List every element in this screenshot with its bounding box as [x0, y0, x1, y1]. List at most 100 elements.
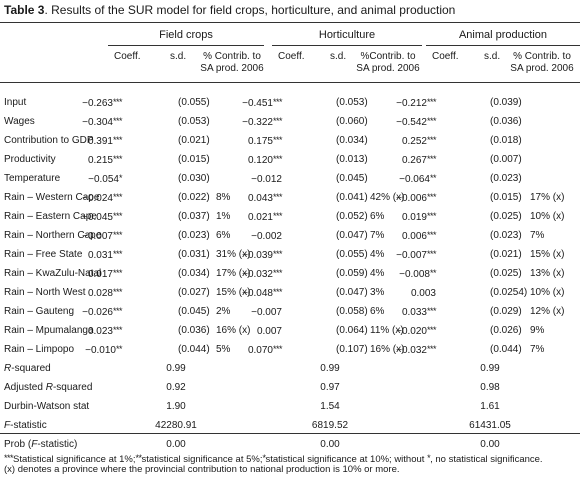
- sd-cell: (0.023): [490, 173, 522, 184]
- coef-cell: −0.322***: [220, 112, 282, 132]
- significance-stars: ***: [272, 192, 283, 202]
- table-row: Rain – North West 0.028*** (0.027) 15% (x) −…: [0, 283, 580, 302]
- footnote-significance: ***Statistical significance at 1%;**stat…: [4, 453, 543, 465]
- table-row: Productivity 0.215*** (0.015) 0.120*** (0.01…: [0, 150, 580, 169]
- coef-cell: −0.007: [220, 302, 282, 322]
- significance-stars: ***: [112, 116, 123, 126]
- stat-label-italic: F: [31, 439, 38, 450]
- stat-value: 1.61: [480, 401, 500, 412]
- contrib-cell: 42% (x): [370, 192, 405, 203]
- coef-cell: 0.215***: [60, 150, 123, 170]
- sd-cell: (0.031): [178, 249, 210, 260]
- coef-value: −0.054: [88, 174, 119, 185]
- significance-stars: ***: [272, 287, 283, 297]
- sd-cell: (0.107): [336, 344, 368, 355]
- subhead-coef: Coeff.: [114, 51, 141, 62]
- coef-cell: −0.024***: [60, 188, 122, 208]
- sd-cell: (0.029): [490, 306, 522, 317]
- table-row: Input −0.263*** (0.055) −0.451*** (0.053) −0.…: [0, 93, 580, 112]
- stat-label: Adjusted R-squared: [4, 378, 92, 397]
- coef-cell: 0.267***: [374, 150, 437, 170]
- coef-value: −0.263: [82, 98, 113, 109]
- coef-cell: −0.304***: [60, 112, 122, 132]
- group-header-animal-production: Animal production: [458, 29, 548, 41]
- significance-stars: ***: [272, 249, 283, 259]
- subhead-sd: s.d.: [484, 51, 501, 62]
- coef-value: 0.043: [247, 193, 273, 204]
- significance-stars: ***: [426, 192, 437, 202]
- sd-cell: (0.015): [178, 154, 210, 165]
- table-row: Rain – Limpopo −0.010** (0.044) 5% 0.070***(…: [0, 340, 580, 359]
- coef-value: −0.012: [251, 174, 282, 185]
- sd-cell: (0.013): [336, 154, 368, 165]
- sd-cell: (0.036): [490, 116, 522, 127]
- contrib-cell: 6%: [370, 306, 385, 317]
- sd-cell: (0.037): [178, 211, 210, 222]
- footnote-contribution: (x) denotes a province where the provinc…: [4, 464, 400, 475]
- contrib-cell: 10% (x): [530, 287, 565, 298]
- sd-cell: (0.034): [178, 268, 210, 279]
- coef-cell: 0.033***: [374, 302, 437, 322]
- contrib-cell: 13% (x): [530, 268, 565, 279]
- significance-stars: ***: [426, 325, 437, 335]
- stat-value: 0.99: [320, 363, 340, 374]
- sd-cell: (0.053): [178, 116, 210, 127]
- table-row: Rain – Eastern Cape −0.045*** (0.037) 1% 0.0…: [0, 207, 580, 226]
- table-number: Table 3: [4, 3, 45, 17]
- contrib-cell: 7%: [530, 344, 545, 355]
- sd-cell: (0.055): [178, 97, 210, 108]
- sd-cell: (0.045): [336, 173, 368, 184]
- contrib-cell: 15% (x): [216, 287, 251, 298]
- coef-value: −0.020: [396, 326, 427, 337]
- coef-cell: −0.020***: [374, 321, 436, 341]
- coef-value: −0.010: [85, 345, 116, 356]
- coef-value: 0.252: [401, 136, 427, 147]
- group-rule-horticulture: [272, 45, 422, 46]
- coef-cell: 0.021***: [220, 207, 283, 227]
- stat-label-pre: Prob (: [4, 439, 32, 450]
- significance-stars: **: [115, 344, 123, 354]
- coef-cell: 0.175***: [220, 131, 283, 151]
- sd-cell: (0.059): [336, 268, 368, 279]
- top-rule: [0, 22, 580, 23]
- coef-cell: −0.048***: [220, 283, 282, 303]
- coef-cell: 0.252***: [374, 131, 437, 151]
- caption-text: . Results of the SUR model for field cro…: [44, 3, 456, 17]
- sd-cell: (0.021): [178, 135, 210, 146]
- contrib-cell: 17% (x): [530, 192, 565, 203]
- coef-cell: −0.039***: [220, 245, 282, 265]
- significance-stars: ***: [426, 306, 437, 316]
- table-row: Temperature −0.054* (0.030) −0.012 (0.045) −0…: [0, 169, 580, 188]
- header-rule: [0, 82, 580, 83]
- sd-cell: (0.0254): [490, 287, 528, 298]
- sd-cell: (0.058): [336, 306, 368, 317]
- coef-value: 0.267: [401, 155, 427, 166]
- coef-cell: −0.542***: [374, 112, 436, 132]
- significance-stars: ***: [272, 344, 283, 354]
- sd-cell: (0.064): [336, 325, 368, 336]
- coef-value: −0.032: [396, 345, 427, 356]
- stat-label-post: -squared: [52, 382, 93, 393]
- stat-value: 1.90: [166, 401, 186, 412]
- contrib-cell: 31% (x): [216, 249, 251, 260]
- significance-stars: ***: [426, 344, 437, 354]
- stat-value: 6819.52: [311, 420, 349, 431]
- subhead-contrib: % Contrib. to SA prod. 2006: [510, 51, 574, 74]
- stat-label-post: -statistic: [10, 420, 47, 431]
- coef-value: −0.006: [396, 193, 427, 204]
- coef-value: 0.006: [401, 231, 427, 242]
- stat-value: 0.92: [166, 382, 186, 393]
- stat-label-italic: R: [45, 382, 53, 393]
- coef-cell: −0.002: [220, 226, 282, 246]
- stat-value: 0.98: [480, 382, 500, 393]
- significance-stars: *: [118, 173, 123, 183]
- coef-value: −0.024: [82, 193, 113, 204]
- coef-value: 0.003: [410, 288, 436, 299]
- coef-cell: 0.023***: [60, 321, 123, 341]
- coef-value: −0.304: [82, 117, 113, 128]
- coef-value: −0.002: [251, 231, 282, 242]
- coef-value: −0.032: [242, 269, 273, 280]
- coef-value: −0.451: [242, 98, 273, 109]
- significance-stars: ***: [112, 249, 123, 259]
- sd-cell: (0.047): [336, 230, 368, 241]
